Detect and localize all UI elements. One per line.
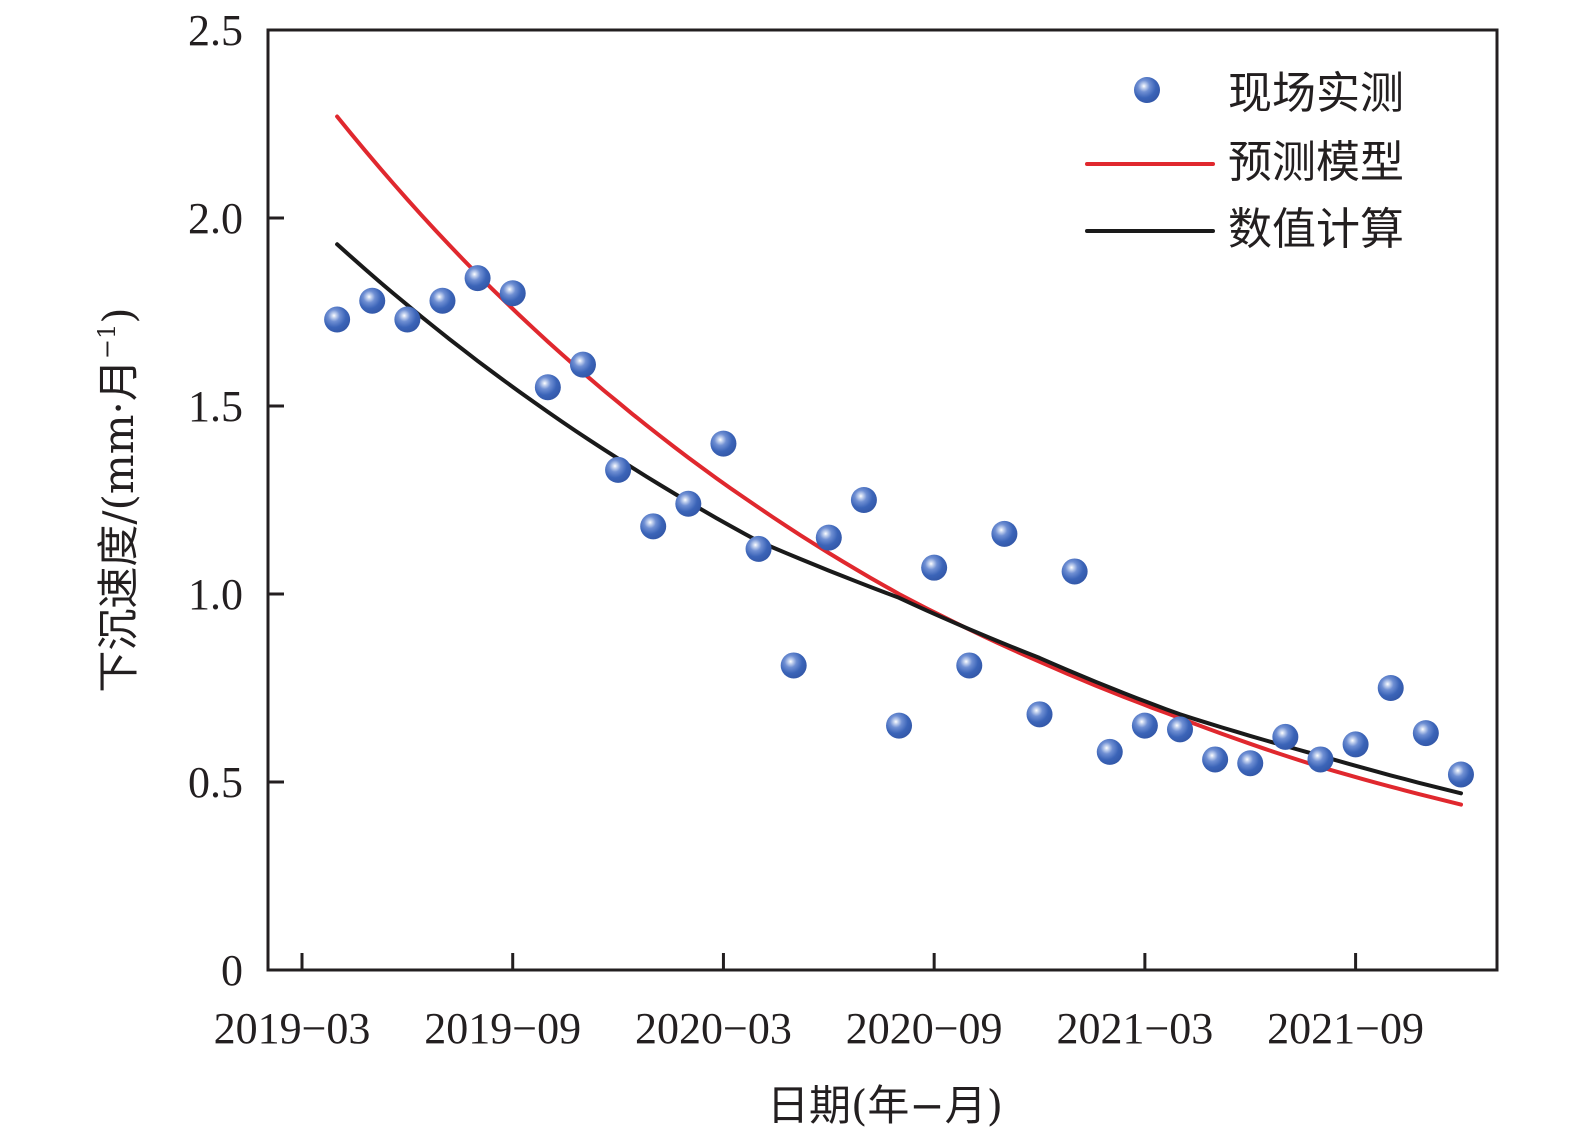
data-point <box>359 287 386 314</box>
legend-label-measured: 现场实测 <box>1228 68 1404 119</box>
legend-label-prediction: 预测模型 <box>1228 137 1404 188</box>
series-line-数值计算 <box>335 242 1463 796</box>
data-point <box>850 487 877 513</box>
data-point <box>1026 701 1053 728</box>
series-line-预测模型 <box>335 114 1463 807</box>
data-point <box>921 554 948 581</box>
data-point <box>499 280 526 307</box>
data-point <box>1412 720 1439 747</box>
y-tick-label: 1.0 <box>188 570 243 619</box>
data-point <box>991 520 1018 547</box>
y-tick-label: 0 <box>221 946 243 995</box>
x-axis-title: 日期(年−月) <box>767 1081 1003 1130</box>
plot-frame <box>266 28 1499 972</box>
plot-border <box>266 28 1499 972</box>
data-point <box>745 535 772 562</box>
data-point <box>956 652 983 679</box>
x-axis: 2019−03 2019−09 2020−03 2020−09 2021−03 2021−… <box>214 953 1424 1053</box>
x-tick-label: 2020−03 <box>635 1004 792 1053</box>
data-point <box>534 374 561 401</box>
data-point <box>605 456 632 483</box>
x-tick-label: 2021−03 <box>1056 1004 1213 1053</box>
legend-marker-measured <box>1134 77 1160 103</box>
y-tick-label: 2.5 <box>188 6 243 55</box>
y-axis: 0 0.5 1.0 1.5 2.0 2.5 <box>188 6 284 995</box>
data-point <box>675 490 702 517</box>
y-axis-title-sup: −1 <box>93 324 121 359</box>
data-point <box>815 524 842 551</box>
data-point <box>1131 712 1158 739</box>
data-point <box>569 351 596 378</box>
data-point <box>886 712 913 739</box>
x-tick-label: 2019−09 <box>424 1004 581 1053</box>
data-point <box>429 287 456 314</box>
y-tick-label: 0.5 <box>188 758 243 807</box>
y-axis-title-main: 下沉速度/(mm·月 <box>94 359 143 693</box>
x-tick-label: 2021−09 <box>1267 1004 1424 1053</box>
data-point <box>1061 558 1088 585</box>
data-point <box>640 513 667 540</box>
data-point <box>710 430 737 457</box>
data-point <box>1377 675 1404 701</box>
data-point <box>1272 723 1299 750</box>
legend: 现场实测 预测模型 数值计算 <box>1085 68 1404 255</box>
x-tick-label: 2020−09 <box>846 1004 1003 1053</box>
y-axis-title-close: ) <box>94 307 143 323</box>
data-point <box>780 652 807 679</box>
data-point <box>1237 750 1264 777</box>
data-point <box>324 306 351 333</box>
x-tick-label: 2019−03 <box>214 1004 371 1053</box>
y-tick-label: 1.5 <box>188 382 243 431</box>
data-point <box>464 265 491 292</box>
data-point <box>1307 746 1334 773</box>
series-lines <box>335 114 1463 807</box>
data-point <box>1096 738 1123 765</box>
data-point <box>1447 761 1474 788</box>
data-point <box>1342 731 1369 758</box>
y-tick-label: 2.0 <box>188 194 243 243</box>
series-points <box>324 265 1474 788</box>
data-point <box>1167 716 1193 743</box>
data-point <box>394 306 421 333</box>
y-axis-title: 下沉速度/(mm·月−1) <box>93 307 143 692</box>
legend-label-numerical: 数值计算 <box>1228 204 1404 255</box>
data-point <box>1202 746 1229 773</box>
